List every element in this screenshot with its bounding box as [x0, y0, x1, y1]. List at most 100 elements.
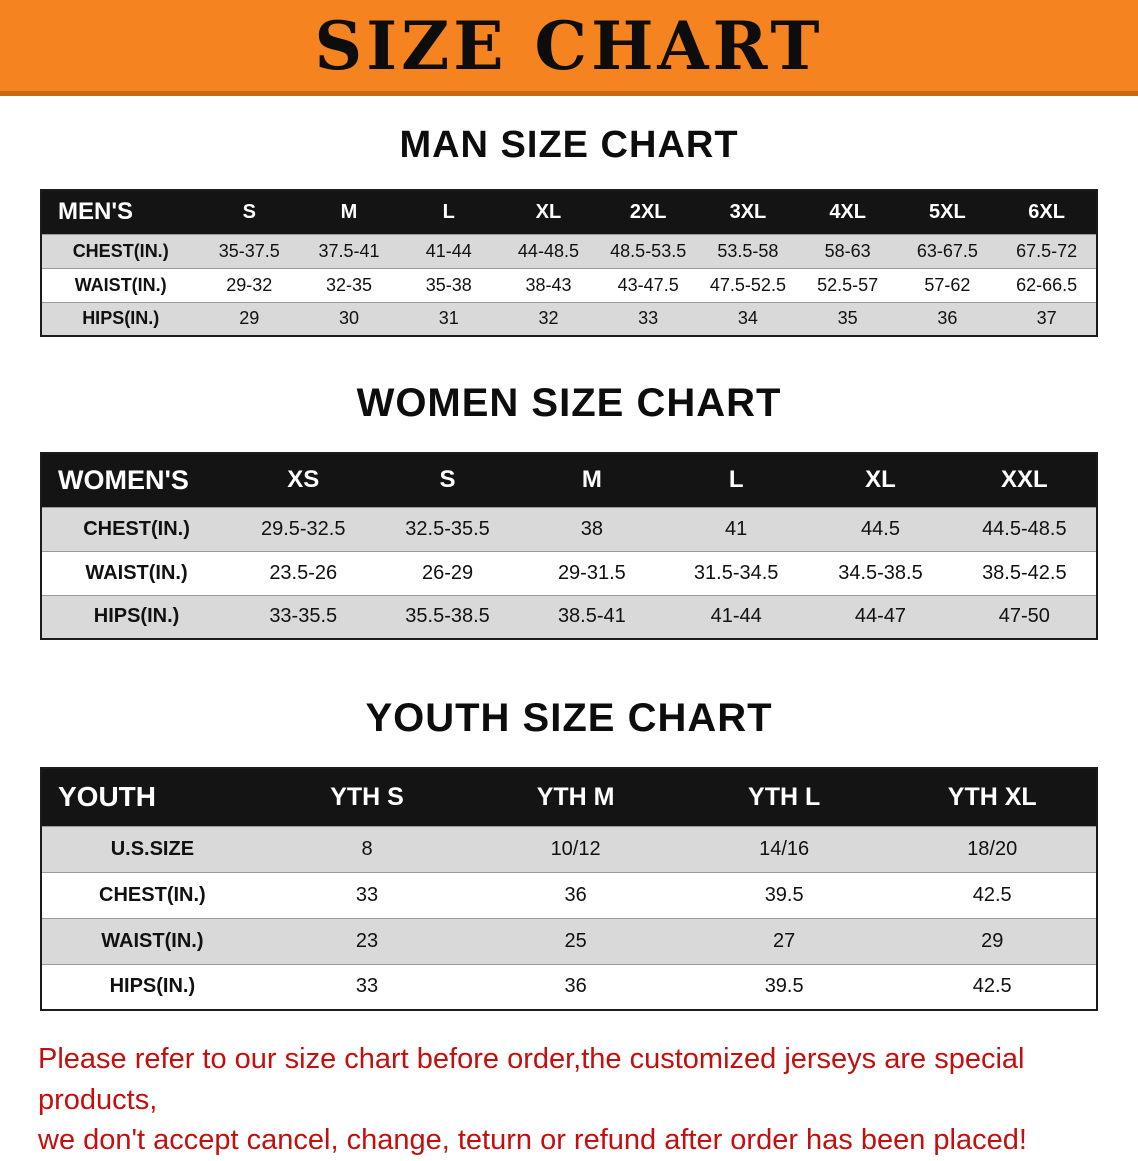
size-column-header: M	[340, 200, 358, 223]
size-value-cell: 41-44	[425, 240, 472, 261]
size-value-cell: 35-37.5	[218, 240, 280, 261]
banner-title: SIZE CHART	[314, 6, 824, 85]
size-value-cell: 41-44	[710, 605, 762, 628]
size-value-cell: 33	[355, 975, 379, 998]
size-value-cell: 53.5-58	[717, 240, 779, 261]
size-value-cell: 18/20	[967, 837, 1018, 860]
size-value-cell: 44.5-48.5	[982, 517, 1067, 540]
size-value-cell: 29-32	[226, 274, 273, 295]
measurement-row: CHEST(IN.) 35-37.5 37.5-41 41-44 44-48.5 48.5…	[41, 234, 1097, 268]
size-column-header: L	[728, 466, 744, 494]
size-column-header: 5XL	[929, 200, 966, 223]
size-column-header: L	[442, 200, 455, 223]
size-value-cell: 26-29	[421, 561, 474, 584]
size-value-cell: 58-63	[824, 240, 871, 261]
men-chart-heading: MAN SIZE CHART	[399, 124, 739, 166]
size-value-cell: 37.5-41	[318, 240, 380, 261]
size-value-cell: 33	[355, 883, 379, 906]
size-column-header: YTH XL	[947, 782, 1037, 811]
size-value-cell: 44-48.5	[517, 240, 579, 261]
women-size-table: WOMEN'S XS S M L XL XXL CHEST(IN.) 29.5-32.5 32.5…	[40, 452, 1098, 640]
size-column-header: 4XL	[829, 200, 866, 223]
measurement-label: HIPS(IN.)	[93, 605, 180, 628]
men-size-table: MEN'S S M L XL 2XL 3XL 4XL 5XL 6XL CHEST(IN.) 35-37…	[40, 189, 1098, 337]
measurement-label: HIPS(IN.)	[82, 308, 160, 329]
table-title-cell: MEN'S	[58, 198, 134, 226]
measurement-label: CHEST(IN.)	[72, 240, 169, 261]
size-value-cell: 42.5	[972, 975, 1012, 998]
size-chart-banner: SIZE CHART	[0, 0, 1138, 96]
size-column-header: XS	[287, 466, 320, 494]
size-value-cell: 67.5-72	[1016, 240, 1078, 261]
size-value-cell: 36	[564, 883, 587, 906]
table-header-row: WOMEN'S XS S M L XL XXL	[41, 453, 1097, 507]
table-title-cell: YOUTH	[58, 781, 156, 813]
order-policy-note: Please refer to our size chart before or…	[38, 1039, 1100, 1161]
measurement-row: WAIST(IN.) 29-32 32-35 35-38 38-43 43-47.5 47.…	[41, 268, 1097, 302]
measurement-label: WAIST(IN.)	[101, 929, 204, 952]
measurement-row: HIPS(IN.) 33-35.5 35.5-38.5 38.5-41 41-44 44-…	[41, 595, 1097, 639]
size-column-header: XL	[535, 200, 562, 223]
size-value-cell: 30	[338, 308, 359, 329]
size-value-cell: 41	[725, 517, 748, 540]
order-policy-line-2: we don't accept cancel, change, teturn o…	[38, 1124, 1027, 1157]
youth-chart-heading: YOUTH SIZE CHART	[365, 696, 773, 740]
size-value-cell: 34	[737, 308, 758, 329]
youth-size-table: YOUTH YTH S YTH M YTH L YTH XL U.S.SIZE 8 10/12…	[40, 767, 1098, 1011]
size-column-header: YTH L	[748, 782, 821, 811]
size-value-cell: 23	[355, 929, 379, 952]
size-value-cell: 32	[538, 308, 559, 329]
size-value-cell: 44-47	[854, 605, 907, 628]
size-value-cell: 57-62	[924, 274, 971, 295]
size-value-cell: 31	[438, 308, 459, 329]
women-size-section: WOMEN SIZE CHART WOMEN'S XS S M L XL XXL CHEST(…	[0, 381, 1138, 640]
size-value-cell: 34.5-38.5	[838, 561, 923, 584]
measurement-row: CHEST(IN.) 33 36 39.5 42.5	[41, 872, 1097, 918]
order-policy-line-1: Please refer to our size chart before or…	[38, 1043, 1025, 1116]
size-value-cell: 29.5-32.5	[260, 517, 346, 540]
size-value-cell: 29	[981, 929, 1004, 952]
size-value-cell: 43-47.5	[617, 274, 679, 295]
measurement-row: HIPS(IN.) 29 30 31 32 33 34 35 36 37	[41, 302, 1097, 336]
size-value-cell: 62-66.5	[1016, 274, 1078, 295]
size-value-cell: 29	[239, 308, 260, 329]
size-value-cell: 32-35	[325, 274, 373, 295]
size-column-header: 6XL	[1028, 200, 1065, 223]
size-value-cell: 44.5	[861, 517, 900, 540]
size-column-header: XXL	[1000, 466, 1048, 494]
size-value-cell: 27	[773, 929, 796, 952]
size-value-cell: 10/12	[550, 837, 601, 860]
youth-size-section: YOUTH SIZE CHART YOUTH YTH S YTH M YTH L YTH…	[0, 696, 1138, 1011]
measurement-label: CHEST(IN.)	[99, 883, 206, 906]
table-title-cell: WOMEN'S	[58, 464, 189, 495]
women-chart-heading: WOMEN SIZE CHART	[356, 381, 782, 425]
measurement-row: HIPS(IN.) 33 36 39.5 42.5	[41, 964, 1097, 1010]
size-value-cell: 39.5	[764, 975, 804, 998]
size-column-header: YTH S	[330, 782, 404, 811]
size-value-cell: 42.5	[972, 883, 1012, 906]
size-value-cell: 52.5-57	[817, 274, 879, 295]
measurement-row: U.S.SIZE 8 10/12 14/16 18/20	[41, 826, 1097, 872]
measurement-label: U.S.SIZE	[110, 837, 195, 860]
measurement-label: HIPS(IN.)	[109, 975, 196, 998]
size-value-cell: 35.5-38.5	[405, 605, 490, 628]
size-value-cell: 48.5-53.5	[610, 240, 687, 261]
size-value-cell: 33-35.5	[269, 605, 338, 628]
size-value-cell: 8	[361, 837, 373, 860]
size-column-header: S	[242, 200, 256, 223]
size-value-cell: 35	[837, 308, 858, 329]
size-value-cell: 47.5-52.5	[709, 274, 786, 295]
size-column-header: 3XL	[729, 200, 767, 223]
size-value-cell: 31.5-34.5	[693, 561, 779, 584]
size-value-cell: 38	[580, 517, 603, 540]
size-value-cell: 38.5-42.5	[982, 561, 1067, 584]
size-column-header: XL	[865, 466, 896, 494]
men-size-section: MAN SIZE CHART MEN'S S M L XL 2XL 3XL 4XL 5XL 6XL…	[0, 124, 1138, 337]
size-value-cell: 39.5	[764, 883, 804, 906]
size-value-cell: 47-50	[998, 605, 1050, 628]
size-value-cell: 25	[564, 929, 587, 952]
size-column-header: YTH M	[536, 782, 615, 811]
size-value-cell: 36	[564, 975, 587, 998]
size-value-cell: 14/16	[759, 837, 810, 860]
size-value-cell: 32.5-35.5	[405, 517, 490, 540]
